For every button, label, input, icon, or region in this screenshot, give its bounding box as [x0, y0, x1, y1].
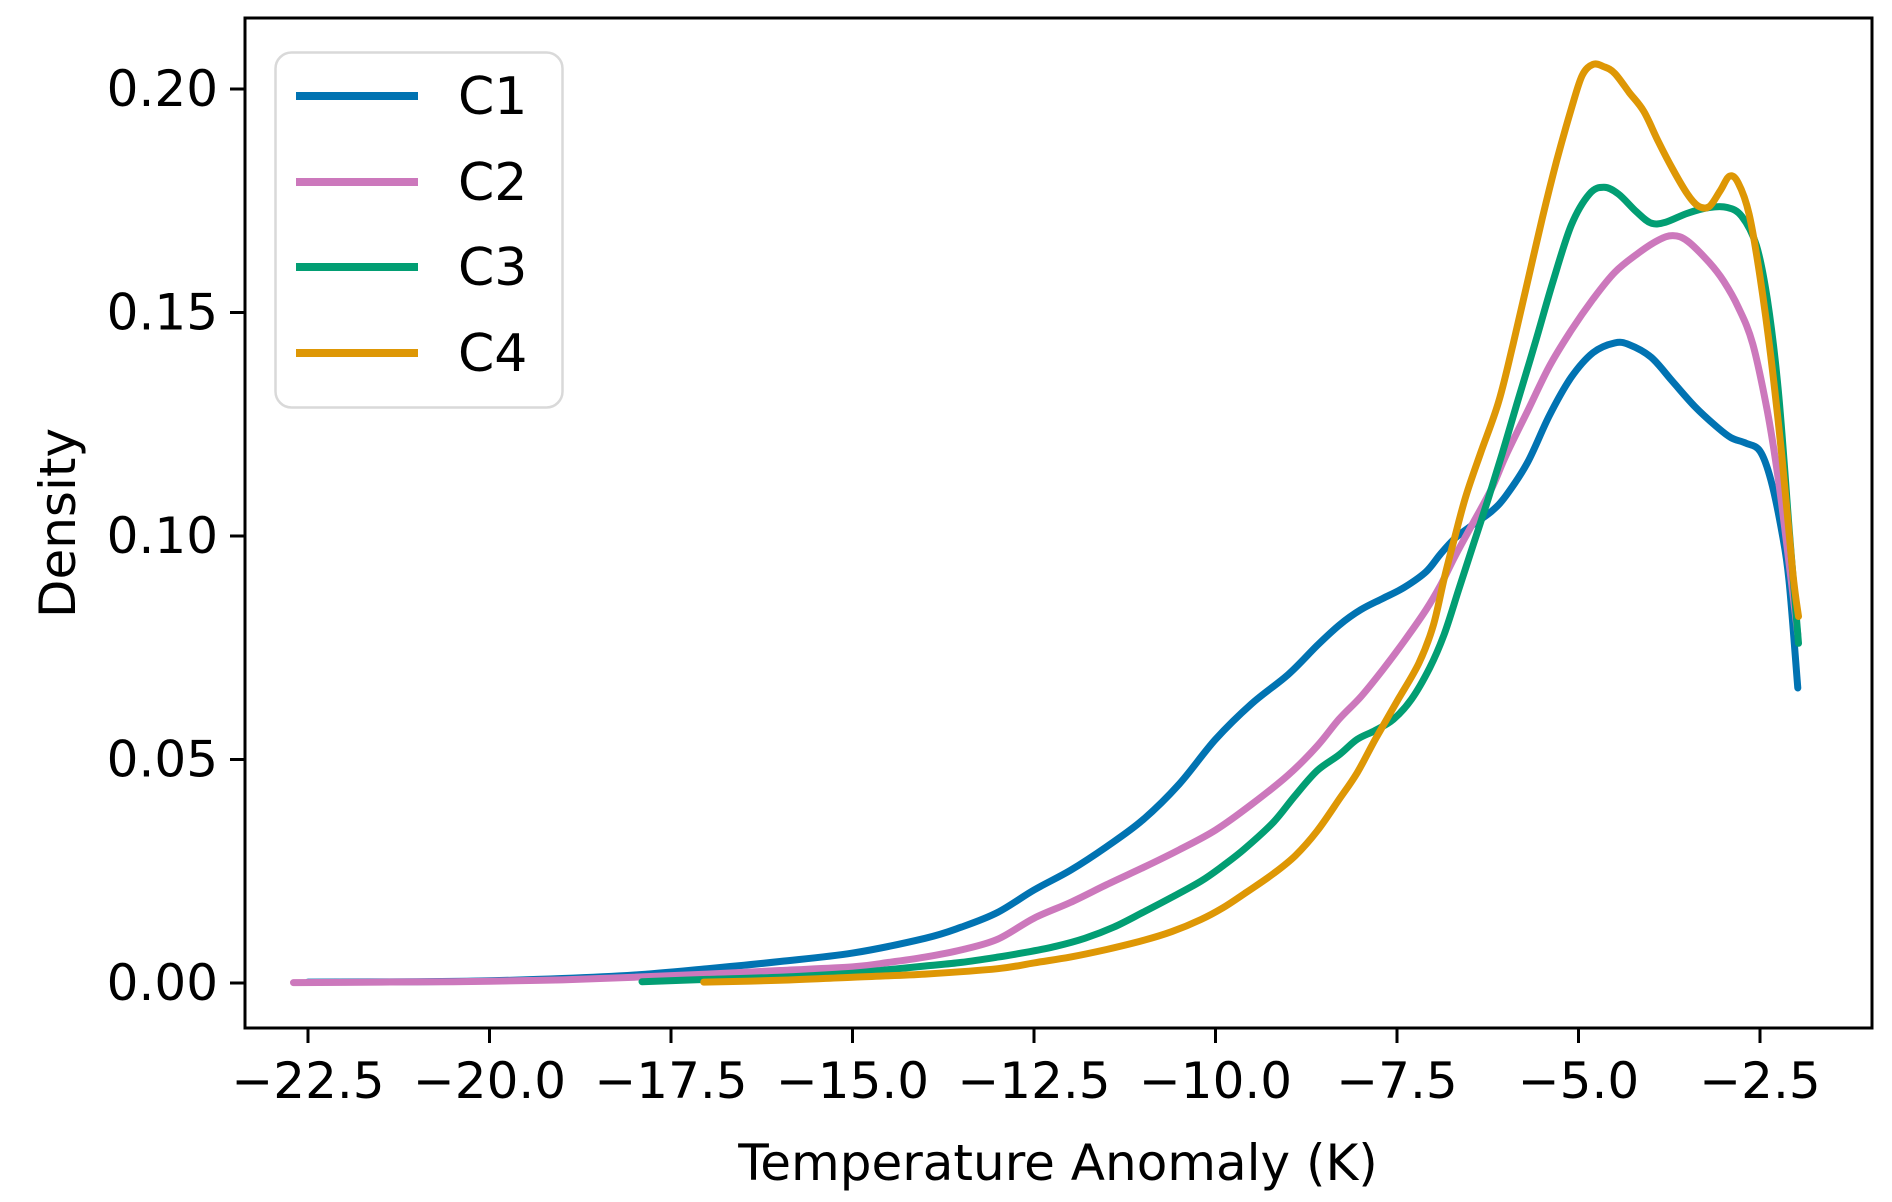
curve-C3	[638, 183, 1802, 986]
legend-label-c3: C3	[458, 238, 527, 298]
y-tick-label: 0.15	[107, 284, 218, 342]
curves-group	[290, 60, 1802, 987]
x-tick-label: −15.0	[776, 1052, 929, 1110]
x-axis-title: Temperature Anomaly (K)	[737, 1134, 1378, 1192]
x-tick-label: −10.0	[1139, 1052, 1292, 1110]
x-axis: −22.5 −20.0 −17.5 −15.0 −12.5 −10.0 −7.5…	[231, 1028, 1821, 1110]
x-tick-label: −12.5	[957, 1052, 1110, 1110]
y-axis-title: Density	[29, 428, 87, 618]
x-tick-label: −2.5	[1699, 1052, 1820, 1110]
y-tick-label: 0.20	[107, 60, 218, 118]
x-tick-label: −7.5	[1336, 1052, 1457, 1110]
y-tick-label: 0.05	[107, 731, 218, 789]
y-tick-label: 0.00	[107, 954, 218, 1012]
legend-label-c1: C1	[458, 67, 527, 127]
curve-C1	[304, 338, 1802, 986]
y-tick-label: 0.10	[107, 507, 218, 565]
curve-C2	[290, 232, 1802, 987]
y-axis: 0.00 0.05 0.10 0.15 0.20	[107, 60, 245, 1012]
x-tick-label: −22.5	[231, 1052, 384, 1110]
x-tick-label: −17.5	[594, 1052, 747, 1110]
x-tick-label: −20.0	[413, 1052, 566, 1110]
legend: C1 C2 C3 C4	[274, 51, 564, 409]
legend-label-c4: C4	[458, 324, 527, 384]
plot-frame	[243, 16, 1874, 1030]
curve-C4	[700, 60, 1802, 986]
legend-label-c2: C2	[458, 153, 527, 213]
x-tick-label: −5.0	[1518, 1052, 1639, 1110]
legend-box	[274, 51, 564, 409]
